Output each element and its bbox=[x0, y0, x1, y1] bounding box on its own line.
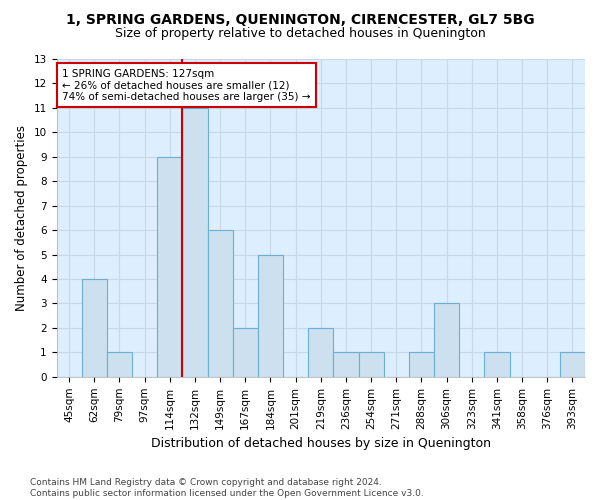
Bar bbox=[484, 352, 509, 377]
Bar bbox=[409, 352, 434, 377]
Text: 1 SPRING GARDENS: 127sqm
← 26% of detached houses are smaller (12)
74% of semi-d: 1 SPRING GARDENS: 127sqm ← 26% of detach… bbox=[62, 68, 310, 102]
Bar bbox=[82, 279, 107, 377]
Bar bbox=[560, 352, 585, 377]
Y-axis label: Number of detached properties: Number of detached properties bbox=[15, 125, 28, 311]
Bar bbox=[208, 230, 233, 377]
Text: Size of property relative to detached houses in Quenington: Size of property relative to detached ho… bbox=[115, 28, 485, 40]
Bar bbox=[359, 352, 383, 377]
Text: 1, SPRING GARDENS, QUENINGTON, CIRENCESTER, GL7 5BG: 1, SPRING GARDENS, QUENINGTON, CIRENCEST… bbox=[65, 12, 535, 26]
Bar bbox=[308, 328, 334, 377]
Bar bbox=[157, 157, 182, 377]
Bar bbox=[233, 328, 258, 377]
Bar bbox=[434, 304, 459, 377]
Bar bbox=[334, 352, 359, 377]
Text: Contains HM Land Registry data © Crown copyright and database right 2024.
Contai: Contains HM Land Registry data © Crown c… bbox=[30, 478, 424, 498]
Bar bbox=[258, 254, 283, 377]
Bar bbox=[182, 108, 208, 377]
Bar bbox=[107, 352, 132, 377]
X-axis label: Distribution of detached houses by size in Quenington: Distribution of detached houses by size … bbox=[151, 437, 491, 450]
